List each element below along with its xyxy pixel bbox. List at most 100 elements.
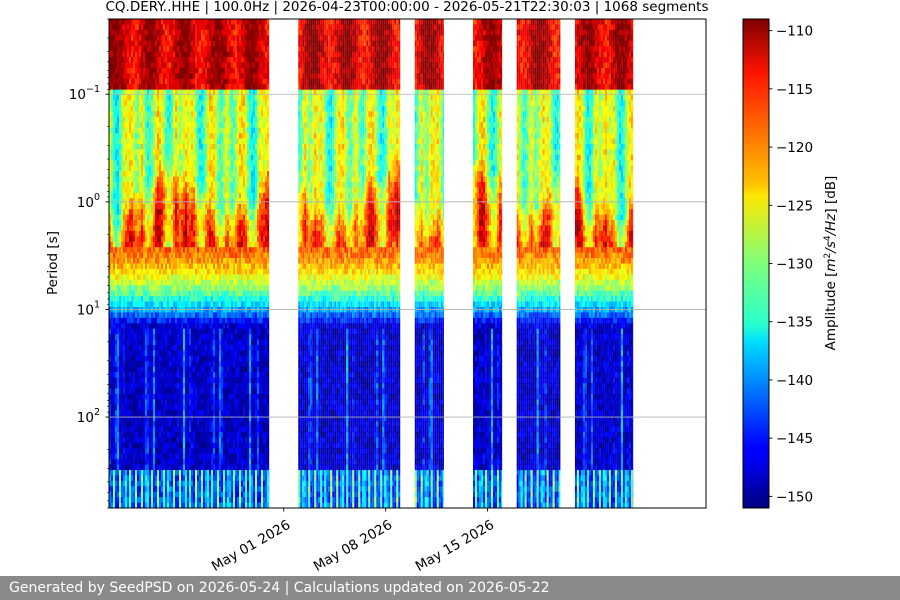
heatmap-cell: [201, 274, 203, 280]
heatmap-cell: [169, 285, 171, 291]
heatmap-cell: [185, 62, 187, 68]
heatmap-cell: [191, 350, 193, 356]
heatmap-cell: [175, 242, 177, 248]
heatmap-cell: [209, 367, 211, 373]
heatmap-cell: [203, 231, 205, 237]
heatmap-cell: [207, 111, 209, 117]
heatmap-cell: [165, 481, 167, 487]
heatmap-cell: [143, 79, 145, 85]
heatmap-cell: [119, 285, 121, 291]
heatmap-cell: [207, 182, 209, 188]
heatmap-cell: [159, 46, 161, 52]
heatmap-cell: [129, 57, 131, 63]
heatmap-cell: [173, 144, 175, 150]
heatmap-cell: [115, 432, 117, 438]
heatmap-cell: [119, 90, 121, 96]
heatmap-cell: [129, 405, 131, 411]
heatmap-cell: [175, 323, 177, 329]
heatmap-cell: [129, 117, 131, 123]
heatmap-cell: [195, 280, 197, 286]
heatmap-cell: [127, 187, 129, 193]
heatmap-cell: [119, 421, 121, 427]
heatmap-cell: [171, 399, 173, 405]
heatmap-cell: [195, 410, 197, 416]
heatmap-cell: [169, 35, 171, 41]
heatmap-cell: [203, 388, 205, 394]
heatmap-cell: [189, 481, 191, 487]
heatmap-cell: [197, 405, 199, 411]
heatmap-cell: [163, 128, 165, 134]
heatmap-cell: [131, 378, 133, 384]
heatmap-cell: [141, 24, 143, 30]
heatmap-cell: [201, 73, 203, 79]
heatmap-cell: [181, 269, 183, 275]
heatmap-cell: [113, 307, 115, 313]
heatmap-cell: [177, 79, 179, 85]
heatmap-cell: [111, 427, 113, 433]
heatmap-cell: [135, 220, 137, 226]
heatmap-cell: [123, 405, 125, 411]
heatmap-cell: [199, 155, 201, 161]
heatmap-cell: [213, 285, 215, 291]
heatmap-cell: [137, 171, 139, 177]
heatmap-cell: [215, 79, 217, 85]
heatmap-cell: [165, 117, 167, 123]
heatmap-cell: [159, 198, 161, 204]
heatmap-cell: [167, 24, 169, 30]
heatmap-cell: [131, 155, 133, 161]
heatmap-cell: [189, 405, 191, 411]
heatmap-cell: [201, 106, 203, 112]
heatmap-cell: [177, 399, 179, 405]
heatmap-cell: [215, 350, 217, 356]
heatmap-cell: [163, 139, 165, 145]
heatmap-cell: [211, 307, 213, 313]
heatmap-cell: [191, 215, 193, 221]
heatmap-cell: [151, 378, 153, 384]
heatmap-cell: [191, 166, 193, 172]
heatmap-cell: [191, 459, 193, 465]
heatmap-cell: [207, 481, 209, 487]
heatmap-cell: [193, 122, 195, 128]
heatmap-cell: [173, 405, 175, 411]
heatmap-cell: [119, 106, 121, 112]
heatmap-cell: [205, 215, 207, 221]
heatmap-cell: [173, 302, 175, 308]
heatmap-cell: [171, 405, 173, 411]
heatmap-cell: [159, 405, 161, 411]
heatmap-cell: [127, 24, 129, 30]
heatmap-cell: [163, 171, 165, 177]
heatmap-cell: [115, 139, 117, 145]
heatmap-cell: [205, 432, 207, 438]
heatmap-cell: [205, 497, 207, 503]
heatmap-cell: [155, 274, 157, 280]
heatmap-cell: [205, 166, 207, 172]
heatmap-cell: [191, 68, 193, 74]
heatmap-cell: [167, 312, 169, 318]
heatmap-cell: [147, 236, 149, 242]
heatmap-cell: [185, 106, 187, 112]
heatmap-cell: [215, 155, 217, 161]
heatmap-cell: [129, 350, 131, 356]
heatmap-cell: [191, 204, 193, 210]
heatmap-cell: [167, 361, 169, 367]
heatmap-cell: [163, 187, 165, 193]
heatmap-cell: [171, 111, 173, 117]
heatmap-cell: [123, 166, 125, 172]
heatmap-cell: [179, 394, 181, 400]
heatmap-cell: [149, 356, 151, 362]
heatmap-cell: [205, 57, 207, 63]
heatmap-cell: [131, 372, 133, 378]
heatmap-cell: [145, 372, 147, 378]
heatmap-cell: [169, 454, 171, 460]
heatmap-cell: [217, 481, 219, 487]
heatmap-cell: [139, 329, 141, 335]
heatmap-cell: [211, 30, 213, 36]
heatmap-cell: [191, 198, 193, 204]
heatmap-cell: [169, 182, 171, 188]
heatmap-cell: [121, 269, 123, 275]
heatmap-cell: [161, 475, 163, 481]
heatmap-cell: [115, 475, 117, 481]
heatmap-cell: [147, 486, 149, 492]
heatmap-cell: [117, 285, 119, 291]
heatmap-cell: [127, 307, 129, 313]
